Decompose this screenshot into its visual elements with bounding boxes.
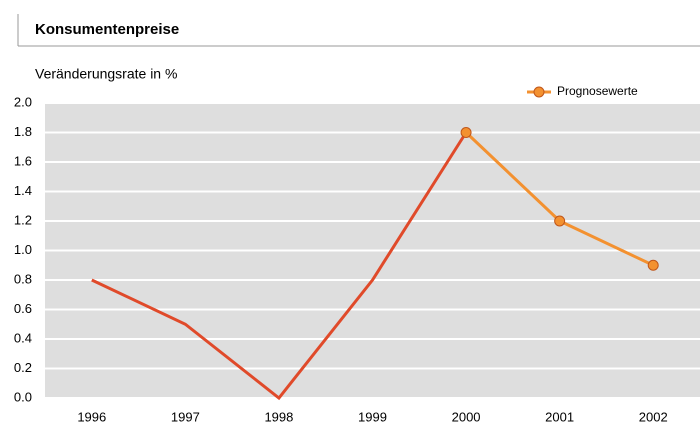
chart-title: Konsumentenpreise xyxy=(35,21,179,38)
y-tick-label: 0.0 xyxy=(14,389,32,404)
x-tick-label: 1999 xyxy=(358,409,387,424)
x-tick-label: 2001 xyxy=(545,409,574,424)
x-tick-label: 2002 xyxy=(639,409,668,424)
marker xyxy=(554,215,566,227)
y-tick-label: 1.6 xyxy=(14,153,32,168)
y-tick-label: 1.8 xyxy=(14,124,32,139)
y-tick-label: 2.0 xyxy=(14,94,32,109)
y-tick-label: 0.2 xyxy=(14,360,32,375)
x-tick-label: 1996 xyxy=(77,409,106,424)
marker xyxy=(647,259,659,271)
y-tick-label: 0.8 xyxy=(14,271,32,286)
series-line xyxy=(91,131,468,401)
y-tick-label: 0.6 xyxy=(14,301,32,316)
x-tick-label: 1998 xyxy=(264,409,293,424)
y-tick-label: 1.4 xyxy=(14,183,32,198)
y-tick-label: 0.4 xyxy=(14,330,32,345)
legend-label: Prognosewerte xyxy=(557,84,638,98)
axis-label: Veränderungsrate in % xyxy=(35,66,177,82)
x-tick-label: 2000 xyxy=(452,409,481,424)
marker xyxy=(460,127,472,138)
y-tick-label: 1.0 xyxy=(14,242,32,257)
legend-marker xyxy=(533,86,545,98)
y-tick-label: 1.2 xyxy=(14,212,32,227)
x-tick-label: 1997 xyxy=(171,409,200,424)
